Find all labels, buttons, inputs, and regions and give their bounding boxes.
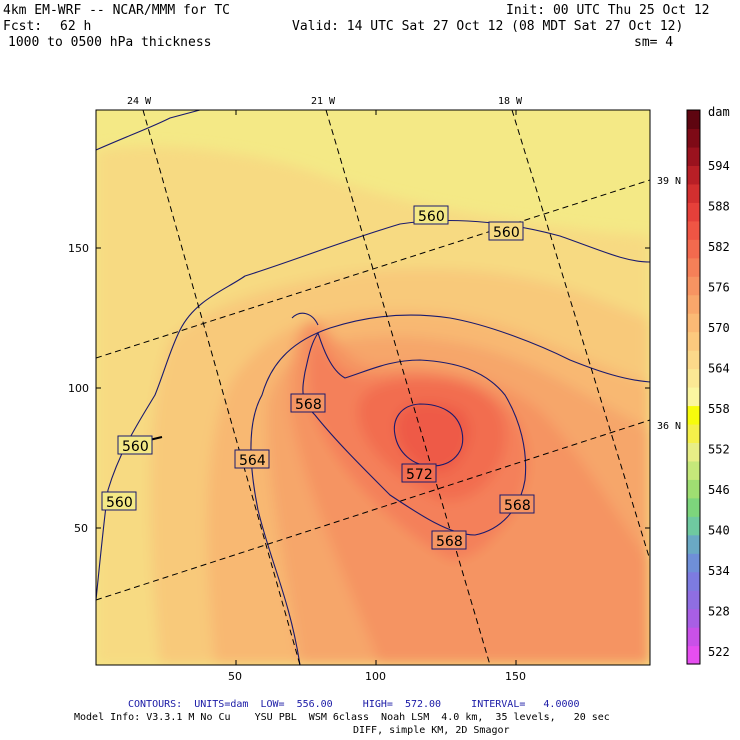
colorbar-swatch: [687, 331, 700, 351]
colorbar-swatch: [687, 590, 700, 610]
colorbar-swatch: [687, 627, 700, 647]
y-tick-label: 100: [68, 382, 89, 395]
colorbar-swatch: [687, 183, 700, 203]
colorbar-label: 588: [708, 200, 730, 214]
diffusion-info: DIFF, simple KM, 2D Smagor: [353, 725, 510, 736]
valid-time: Valid: 14 UTC Sat 27 Oct 12 (08 MDT Sat …: [292, 19, 684, 34]
parallel-39n: [96, 179, 650, 359]
y-tick-label: 150: [68, 242, 89, 255]
y-axis-ticks: [96, 247, 650, 529]
model-title: 4km EM-WRF -- NCAR/MMM for TC: [3, 3, 230, 18]
colorbar-unit: dam: [708, 105, 730, 119]
colorbar-label: 564: [708, 362, 730, 376]
meridian-18w: [511, 110, 650, 561]
lat-label: 39 N: [657, 176, 681, 187]
colorbar-swatch: [687, 553, 700, 573]
contour-label: 568: [295, 397, 322, 413]
contour-label: 572: [406, 467, 433, 483]
meridian-21w: [325, 110, 491, 665]
colorbar-label: 546: [708, 483, 730, 497]
colorbar-swatch: [687, 294, 700, 314]
colorbar-swatch: [687, 128, 700, 148]
colorbar-swatch: [687, 497, 700, 517]
init-time: Init: 00 UTC Thu 25 Oct 12: [506, 3, 710, 18]
contour-label: 560: [106, 495, 133, 511]
y-tick-label: 50: [74, 522, 88, 535]
lon-label: 24 W: [127, 96, 152, 107]
colorbar-swatch: [687, 516, 700, 536]
lat-lon-grid: [96, 110, 650, 665]
contour-label: 560: [122, 439, 149, 455]
colorbar-swatch: [687, 110, 700, 130]
contour-label: 564: [239, 453, 266, 469]
meridian-24w: [142, 110, 301, 665]
colorbar-swatch: [687, 442, 700, 462]
contour-labels: 560 560 560 560 568 564 572 568 568: [101, 205, 535, 550]
colorbar-swatch: [687, 368, 700, 388]
contour-info: CONTOURS: UNITS=dam LOW= 556.00 HIGH= 57…: [128, 699, 580, 710]
colorbar-label: 540: [708, 524, 730, 538]
colorbar-label: 576: [708, 281, 730, 295]
colorbar-swatch: [687, 350, 700, 370]
colorbar-label: 528: [708, 605, 730, 619]
field-name: 1000 to 0500 hPa thickness: [8, 35, 212, 50]
colorbar-frame: [686, 109, 701, 665]
forecast-hour: 62 h: [60, 19, 92, 34]
contour-label: 560: [418, 209, 445, 225]
colorbar-swatch: [687, 146, 700, 166]
parallel-36n: [96, 419, 650, 601]
x-tick-label: 50: [228, 670, 242, 683]
colorbar-swatch: [687, 220, 700, 240]
colorbar-swatch: [687, 479, 700, 499]
lon-label: 21 W: [311, 96, 336, 107]
contour-560: [96, 110, 201, 151]
colorbar-swatch: [687, 534, 700, 554]
colorbar-swatch: [687, 239, 700, 259]
colorbar-label: 552: [708, 443, 730, 457]
colorbar-swatch: [687, 608, 700, 628]
contour-label: 560: [493, 225, 520, 241]
filled-field: [96, 110, 650, 665]
lat-labels: 39 N 36 N: [657, 176, 681, 432]
contour-572: [393, 403, 464, 467]
forecast-label: Fcst:: [3, 19, 43, 34]
colorbar-swatch: [687, 165, 700, 185]
contour-label: 568: [436, 534, 463, 550]
colorbar-swatch: [687, 460, 700, 480]
smoothing-label: sm= 4: [634, 35, 674, 50]
x-tick-label: 100: [365, 670, 386, 683]
model-info: Model Info: V3.3.1 M No Cu YSU PBL WSM 6…: [74, 712, 610, 723]
colorbar-swatch: [687, 387, 700, 407]
x-tick-label: 150: [505, 670, 526, 683]
colorbar-swatch: [687, 423, 700, 443]
colorbar-swatch: [687, 202, 700, 222]
colorbar-swatch: [687, 405, 700, 425]
x-axis-ticks: [235, 110, 517, 665]
contour-label: 568: [504, 498, 531, 514]
colorbar-label: 558: [708, 402, 730, 416]
colorbar-swatch: [687, 257, 700, 277]
colorbar-label: 594: [708, 159, 730, 173]
colorbar-swatch: [687, 276, 700, 296]
axis-tick-labels: 50 100 150 150 100 50: [68, 242, 526, 683]
colorbar-swatch: [687, 571, 700, 591]
lon-labels: 24 W 21 W 18 W: [127, 96, 523, 107]
colorbar-label: 582: [708, 240, 730, 254]
contour-564: [250, 314, 650, 665]
thickness-contours: [96, 110, 650, 665]
colorbar-label: 522: [708, 645, 730, 659]
color-scale-bar: 594 588 582 576 570 564 558 552 546 540 534 528 522: [686, 109, 730, 665]
contour-564-west: [291, 312, 319, 326]
colorbar-swatch: [687, 645, 700, 665]
lat-label: 36 N: [657, 421, 681, 432]
colorbar-label: 534: [708, 564, 730, 578]
colorbar-swatch: [687, 313, 700, 333]
fill-band-572: [396, 402, 470, 473]
lon-label: 18 W: [498, 96, 523, 107]
contour-560: [96, 220, 650, 601]
colorbar-label: 570: [708, 321, 730, 335]
